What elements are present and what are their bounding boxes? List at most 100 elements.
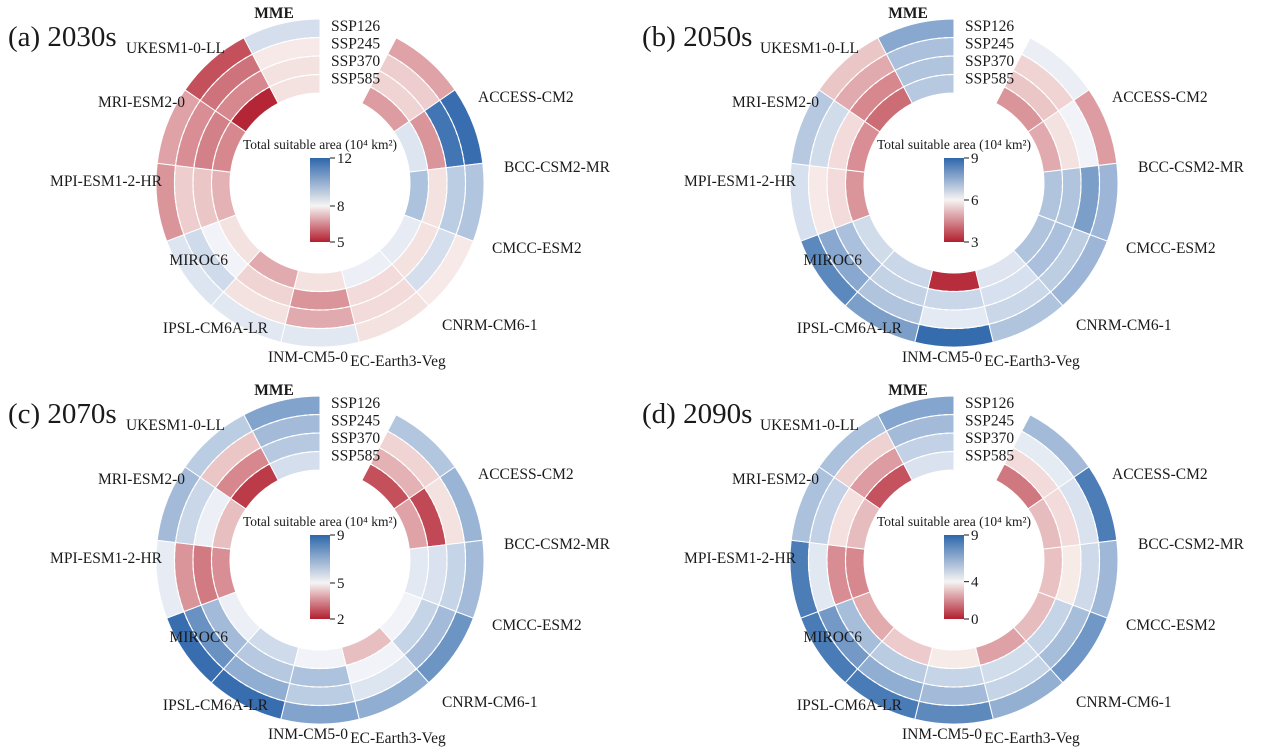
model-label-CNRM-CM6-1: CNRM-CM6-1 (442, 694, 538, 711)
model-label-MRI-ESM2-0: MRI-ESM2-0 (98, 471, 185, 488)
circular-heatmap-c: (c) 2070s MME ACCESS-CM2 BCC-CSM2-MR CMCC-ES… (8, 382, 611, 747)
model-label-UKESM1-0-LL: UKESM1-0-LL (126, 40, 225, 57)
model-label-MPI-ESM1-2-HR: MPI-ESM1-2-HR (50, 173, 163, 190)
colorbar: Total suitable area (10⁴ km²)12 8 5 (243, 137, 397, 251)
model-label-MRI-ESM2-0: MRI-ESM2-0 (732, 471, 819, 488)
colorbar-tick-label: 12 (337, 151, 352, 167)
model-label-EC-Earth3-Veg: EC-Earth3-Veg (984, 353, 1080, 370)
model-label-IPSL-CM6A-LR: IPSL-CM6A-LR (163, 697, 269, 714)
ring-separators (173, 36, 467, 330)
colorbar: Total suitable area (10⁴ km²)9 6 3 (877, 137, 1031, 251)
model-label-BCC-CSM2-MR: BCC-CSM2-MR (504, 159, 611, 176)
cell-INM-CM5-0-SSP585 (293, 269, 347, 292)
colorbar-tick-label: 4 (971, 575, 979, 591)
model-label-MME: MME (254, 382, 294, 399)
panel-2070s: (c) 2070s MME ACCESS-CM2 BCC-CSM2-MR CMCC-ES… (0, 377, 634, 753)
model-label-MME: MME (888, 382, 928, 399)
colorbar-gradient (310, 535, 330, 619)
ring-label-SSP585: SSP585 (965, 448, 1014, 465)
model-labels: MME ACCESS-CM2 BCC-CSM2-MR CMCC-ESM2 CNRM-CM… (50, 5, 611, 370)
colorbar-title: Total suitable area (10⁴ km²) (877, 514, 1031, 529)
model-label-INM-CM5-0: INM-CM5-0 (268, 726, 348, 743)
model-label-MPI-ESM1-2-HR: MPI-ESM1-2-HR (684, 173, 797, 190)
model-label-CMCC-ESM2: CMCC-ESM2 (1126, 240, 1216, 257)
colorbar-tick-label: 3 (971, 235, 979, 251)
colorbar-title: Total suitable area (10⁴ km²) (877, 137, 1031, 152)
model-label-EC-Earth3-Veg: EC-Earth3-Veg (984, 730, 1080, 747)
ring-label-SSP370: SSP370 (965, 53, 1014, 70)
model-label-CMCC-ESM2: CMCC-ESM2 (492, 240, 582, 257)
circular-heatmap-a: (a) 2030s MME ACCESS-CM2 BCC-CSM2-MR CMCC-ES… (8, 5, 611, 370)
model-label-MME: MME (888, 5, 928, 22)
ring-label-SSP245: SSP245 (965, 413, 1014, 430)
ring-label-SSP370: SSP370 (331, 53, 380, 70)
model-label-CNRM-CM6-1: CNRM-CM6-1 (442, 317, 538, 334)
model-label-INM-CM5-0: INM-CM5-0 (902, 726, 982, 743)
model-label-UKESM1-0-LL: UKESM1-0-LL (760, 40, 859, 57)
model-label-MIROC6: MIROC6 (803, 629, 862, 646)
model-labels: MME ACCESS-CM2 BCC-CSM2-MR CMCC-ESM2 CNRM-CM… (50, 382, 611, 747)
colorbar-tick-label: 9 (971, 151, 979, 167)
heatmap-cells (155, 18, 485, 348)
ring-label-SSP126: SSP126 (331, 395, 380, 412)
model-label-MRI-ESM2-0: MRI-ESM2-0 (732, 94, 819, 111)
model-label-CMCC-ESM2: CMCC-ESM2 (492, 617, 582, 634)
colorbar-tick-label: 9 (971, 528, 979, 544)
model-label-IPSL-CM6A-LR: IPSL-CM6A-LR (163, 320, 269, 337)
ring-label-SSP126: SSP126 (965, 395, 1014, 412)
colorbar-tick-label: 0 (971, 612, 979, 628)
model-label-EC-Earth3-Veg: EC-Earth3-Veg (350, 353, 446, 370)
model-label-BCC-CSM2-MR: BCC-CSM2-MR (504, 536, 611, 553)
colorbar-tick-label: 5 (337, 576, 345, 592)
ring-label-SSP126: SSP126 (331, 18, 380, 35)
model-label-ACCESS-CM2: ACCESS-CM2 (478, 89, 574, 106)
heatmap-cells (789, 18, 1119, 348)
colorbar-tick-label: 8 (337, 199, 345, 215)
ring-separators (807, 413, 1101, 707)
model-label-EC-Earth3-Veg: EC-Earth3-Veg (350, 730, 446, 747)
colorbar: Total suitable area (10⁴ km²)9 4 0 (877, 514, 1031, 628)
ring-label-SSP245: SSP245 (965, 36, 1014, 53)
colorbar-gradient (310, 158, 330, 242)
panel-label: (a) 2030s (8, 21, 117, 53)
model-label-MPI-ESM1-2-HR: MPI-ESM1-2-HR (684, 550, 797, 567)
model-label-MRI-ESM2-0: MRI-ESM2-0 (98, 94, 185, 111)
colorbar: Total suitable area (10⁴ km²)9 5 2 (243, 514, 397, 628)
model-label-MPI-ESM1-2-HR: MPI-ESM1-2-HR (50, 550, 163, 567)
model-label-INM-CM5-0: INM-CM5-0 (268, 349, 348, 366)
cell-INM-CM5-0-SSP585 (927, 646, 981, 669)
colorbar-title: Total suitable area (10⁴ km²) (243, 514, 397, 529)
model-label-MIROC6: MIROC6 (169, 629, 228, 646)
colorbar-tick-label: 9 (337, 528, 345, 544)
colorbar-tick-label: 2 (337, 612, 345, 628)
panel-2090s: (d) 2090s MME ACCESS-CM2 BCC-CSM2-MR CMCC-ES… (634, 377, 1268, 753)
panel-label: (c) 2070s (8, 398, 117, 430)
model-label-MIROC6: MIROC6 (803, 252, 862, 269)
model-labels: MME ACCESS-CM2 BCC-CSM2-MR CMCC-ESM2 CNRM-CM… (684, 5, 1245, 370)
ring-label-SSP585: SSP585 (331, 71, 380, 88)
model-label-MIROC6: MIROC6 (169, 252, 228, 269)
panel-label: (d) 2090s (642, 398, 752, 430)
colorbar-gradient (944, 535, 964, 619)
model-label-MME: MME (254, 5, 294, 22)
model-label-UKESM1-0-LL: UKESM1-0-LL (760, 417, 859, 434)
colorbar-title: Total suitable area (10⁴ km²) (243, 137, 397, 152)
model-label-CNRM-CM6-1: CNRM-CM6-1 (1076, 317, 1172, 334)
panel-2050s: (b) 2050s MME ACCESS-CM2 BCC-CSM2-MR CMCC-ES… (634, 0, 1268, 376)
ring-label-SSP245: SSP245 (331, 36, 380, 53)
ring-separators (173, 413, 467, 707)
model-label-ACCESS-CM2: ACCESS-CM2 (1112, 89, 1208, 106)
ring-label-SSP585: SSP585 (965, 71, 1014, 88)
model-label-ACCESS-CM2: ACCESS-CM2 (478, 466, 574, 483)
model-labels: MME ACCESS-CM2 BCC-CSM2-MR CMCC-ESM2 CNRM-CM… (684, 382, 1245, 747)
model-label-ACCESS-CM2: ACCESS-CM2 (1112, 466, 1208, 483)
panel-label: (b) 2050s (642, 21, 752, 53)
model-label-BCC-CSM2-MR: BCC-CSM2-MR (1138, 159, 1245, 176)
ring-label-SSP585: SSP585 (331, 448, 380, 465)
circular-heatmap-b: (b) 2050s MME ACCESS-CM2 BCC-CSM2-MR CMCC-ES… (642, 5, 1245, 370)
